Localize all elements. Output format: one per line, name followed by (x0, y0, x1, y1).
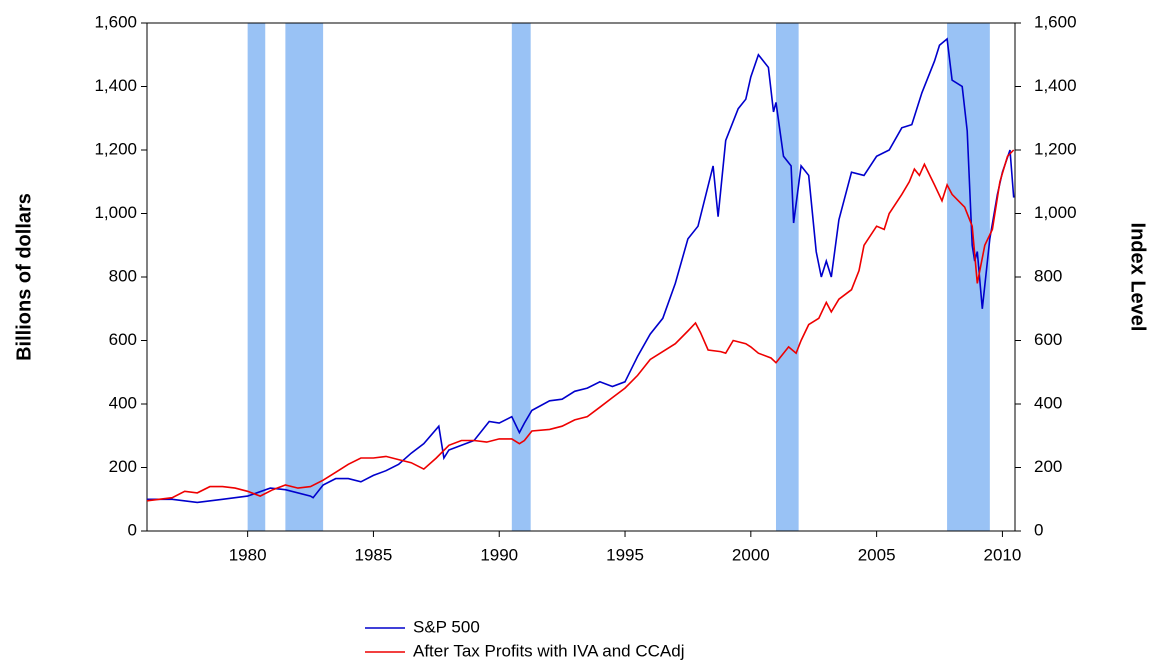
y-tick-label: 1,600 (94, 12, 137, 31)
series-line (146, 149, 1015, 502)
y2-tick-label: 1,200 (1034, 139, 1077, 158)
y2-tick-label: 800 (1034, 266, 1062, 285)
y2-tick-label: 400 (1034, 393, 1062, 412)
y-tick-label: 1,000 (94, 203, 137, 222)
shaded-period (247, 23, 266, 531)
y2-tick-label: 200 (1034, 457, 1062, 476)
x-tick-label: 1995 (606, 545, 644, 564)
shaded-period (947, 23, 990, 531)
shaded-period (511, 23, 531, 531)
y-axis-label: Billions of dollars (13, 193, 35, 361)
y-tick-label: 600 (109, 330, 137, 349)
y-tick-label: 200 (109, 457, 137, 476)
y-tick-label: 800 (109, 266, 137, 285)
y2-tick-label: 1,400 (1034, 76, 1077, 95)
y2-axis-label: Index Level (1127, 223, 1149, 332)
y2-tick-label: 1,000 (1034, 203, 1077, 222)
y-tick-label: 1,200 (94, 139, 137, 158)
legend-label: After Tax Profits with IVA and CCAdj (413, 641, 685, 660)
plot-frame (146, 22, 1016, 532)
x-tick-label: 1985 (355, 545, 393, 564)
y-tick-label: 1,400 (94, 76, 137, 95)
legend-label: S&P 500 (413, 617, 480, 636)
y2-tick-label: 600 (1034, 330, 1062, 349)
series-line (147, 37, 1015, 504)
shaded-period (775, 23, 799, 531)
x-tick-label: 2000 (732, 545, 770, 564)
y-tick-label: 400 (109, 393, 137, 412)
shaded-period (285, 23, 324, 531)
x-tick-label: 1990 (480, 545, 518, 564)
y-tick-label: 0 (128, 520, 137, 539)
x-tick-label: 2005 (858, 545, 896, 564)
y2-tick-label: 0 (1034, 520, 1043, 539)
x-tick-label: 2010 (984, 545, 1022, 564)
x-tick-label: 1980 (229, 545, 267, 564)
y2-tick-label: 1,600 (1034, 12, 1077, 31)
